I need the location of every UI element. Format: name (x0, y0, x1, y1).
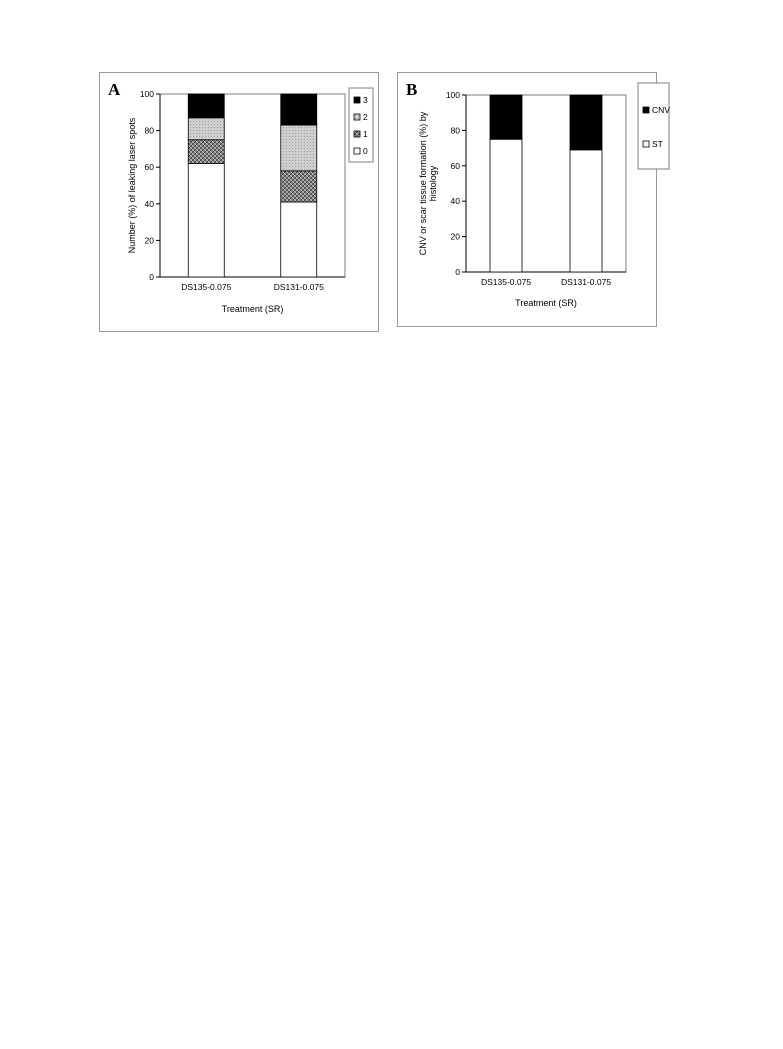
bar-segment-2-1 (187, 117, 225, 141)
legend-swatch-2 (353, 113, 361, 121)
y-tick-label: 60 (145, 162, 155, 172)
panel-letter: A (108, 80, 121, 99)
chart-b-svg: B 0 20 40 60 80 100 DS135-0.075 DS131-0.075 Treat… (406, 80, 670, 308)
legend-label-0: 0 (363, 146, 368, 156)
y-axis-label-line: CNV or scar tissue formation (%) by (418, 111, 428, 255)
x-tick-label: DS135-0.075 (181, 282, 231, 292)
bar-segment-3-2 (280, 93, 318, 126)
bar-segment-st-1 (489, 138, 523, 273)
legend-swatch-cnv (642, 106, 650, 114)
bar-segment-2-2 (280, 124, 318, 172)
y-tick-label: 100 (446, 90, 460, 100)
bar-segment-3-1 (187, 93, 225, 119)
legend-label-2: 2 (363, 112, 368, 122)
y-tick-label: 80 (145, 126, 155, 136)
y-tick-label: 80 (451, 125, 461, 135)
x-axis-label: Treatment (SR) (222, 304, 284, 314)
legend-swatch-3 (353, 96, 361, 104)
x-tick-label: DS131-0.075 (274, 282, 324, 292)
legend-label-st: ST (652, 139, 663, 149)
bar-segment-0-1 (187, 163, 225, 278)
chart-panel-a: A 0 20 40 60 80 100 DS135-0.075 DS131-0.075 Treat… (99, 72, 379, 332)
bar-segment-0-2 (280, 201, 318, 278)
y-axis-label-line: histology (428, 165, 438, 201)
x-tick-label: DS135-0.075 (481, 277, 531, 287)
chart-panel-b: B 0 20 40 60 80 100 DS135-0.075 DS131-0.075 Treat… (397, 72, 670, 327)
y-tick-label: 60 (451, 161, 461, 171)
legend-label-3: 3 (363, 95, 368, 105)
y-tick-label: 40 (145, 199, 155, 209)
y-tick-label: 100 (140, 89, 154, 99)
legend-swatch-0 (353, 147, 361, 155)
x-axis-label: Treatment (SR) (515, 298, 577, 308)
bar-segment-st-2 (569, 149, 603, 273)
panel-letter: B (406, 80, 417, 99)
bar-segment-cnv-1 (489, 94, 523, 140)
y-tick-label: 20 (451, 232, 461, 242)
y-tick-label: 40 (451, 196, 461, 206)
bar-segment-cnv-2 (569, 94, 603, 151)
plot-area (159, 93, 346, 278)
legend-label-1: 1 (363, 129, 368, 139)
legend-box (637, 82, 670, 170)
bar-segment-1-1 (187, 139, 225, 164)
bar-segment-1-2 (280, 170, 318, 203)
legend-box (348, 87, 374, 163)
y-tick-label: 0 (149, 272, 154, 282)
y-axis-label: Number (%) of leaking laser spots (127, 117, 137, 253)
x-tick-label: DS131-0.075 (561, 277, 611, 287)
y-tick-label: 0 (455, 267, 460, 277)
legend-swatch-st (642, 140, 650, 148)
legend-swatch-1 (353, 130, 361, 138)
y-axis-label-group: CNV or scar tissue formation (%) by histo… (418, 111, 438, 255)
y-tick-label: 20 (145, 235, 155, 245)
legend-label-cnv: CNV (652, 105, 670, 115)
